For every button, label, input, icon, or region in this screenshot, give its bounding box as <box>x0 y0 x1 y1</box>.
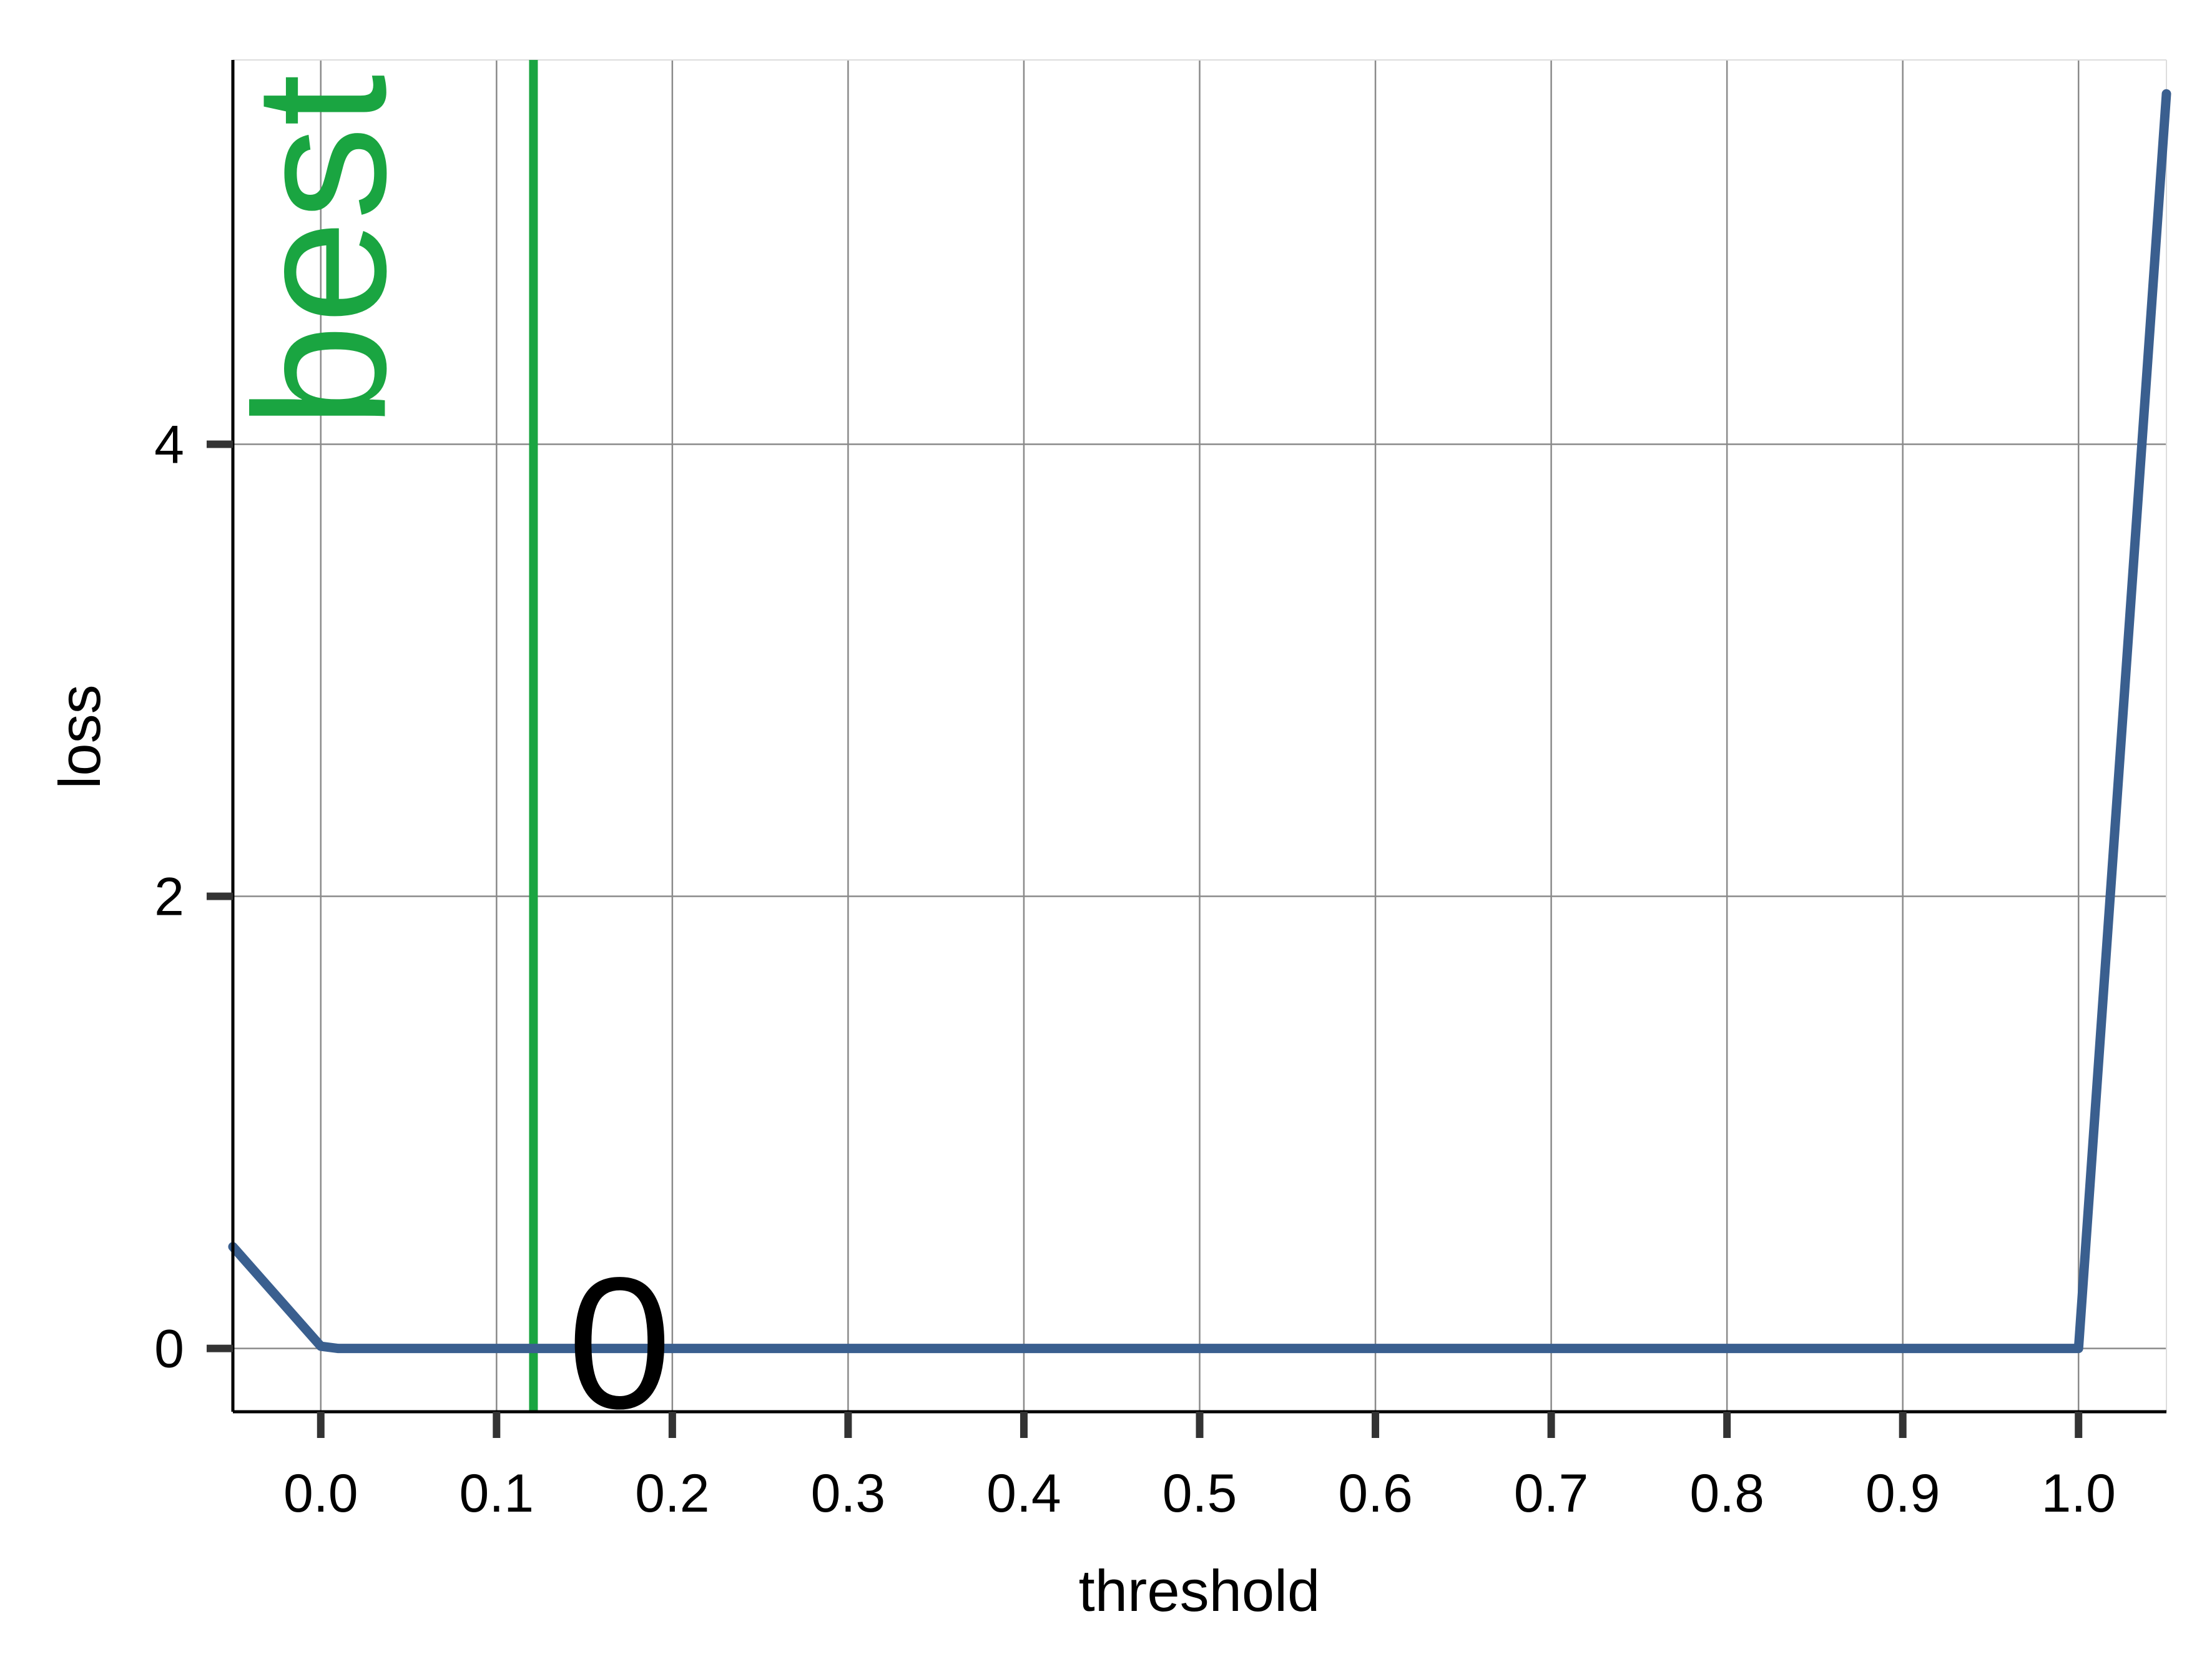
zero-annotation: 0 <box>568 1238 672 1448</box>
x-axis-title: threshold <box>1079 1558 1320 1623</box>
x-tick-label-9: 0.9 <box>1865 1464 1940 1524</box>
y-axis-title: loss <box>47 684 112 789</box>
tick-labels: 0 0.0 0.1 0.2 0.3 0.4 0.5 0.6 0.7 0.8 0.9 1.0 0 2 4 <box>154 415 2116 1524</box>
x-tick-label-6: 0.6 <box>1338 1464 1413 1524</box>
axes <box>207 60 2166 1438</box>
x-tick-label-8: 0.8 <box>1689 1464 1764 1524</box>
x-tick-label-10: 1.0 <box>2041 1464 2116 1524</box>
y-tick-label-0: 0 <box>154 1319 184 1379</box>
x-tick-label-3: 0.3 <box>811 1464 886 1524</box>
x-tick-label-7: 0.7 <box>1514 1464 1589 1524</box>
x-tick-label-2: 0.2 <box>635 1464 710 1524</box>
x-tick-label-4: 0.4 <box>986 1464 1061 1524</box>
y-tick-label-2: 4 <box>154 415 184 475</box>
best-label: best <box>215 74 425 428</box>
x-tick-label-1: 0.1 <box>460 1464 534 1524</box>
y-tick-label-1: 2 <box>154 867 184 927</box>
x-tick-label-5: 0.5 <box>1163 1464 1237 1524</box>
series-lines <box>228 89 2171 1354</box>
best-threshold-marker: best <box>215 60 538 1412</box>
x-tick-label-0: 0.0 <box>283 1464 358 1524</box>
series-line-0 <box>228 89 2171 1354</box>
